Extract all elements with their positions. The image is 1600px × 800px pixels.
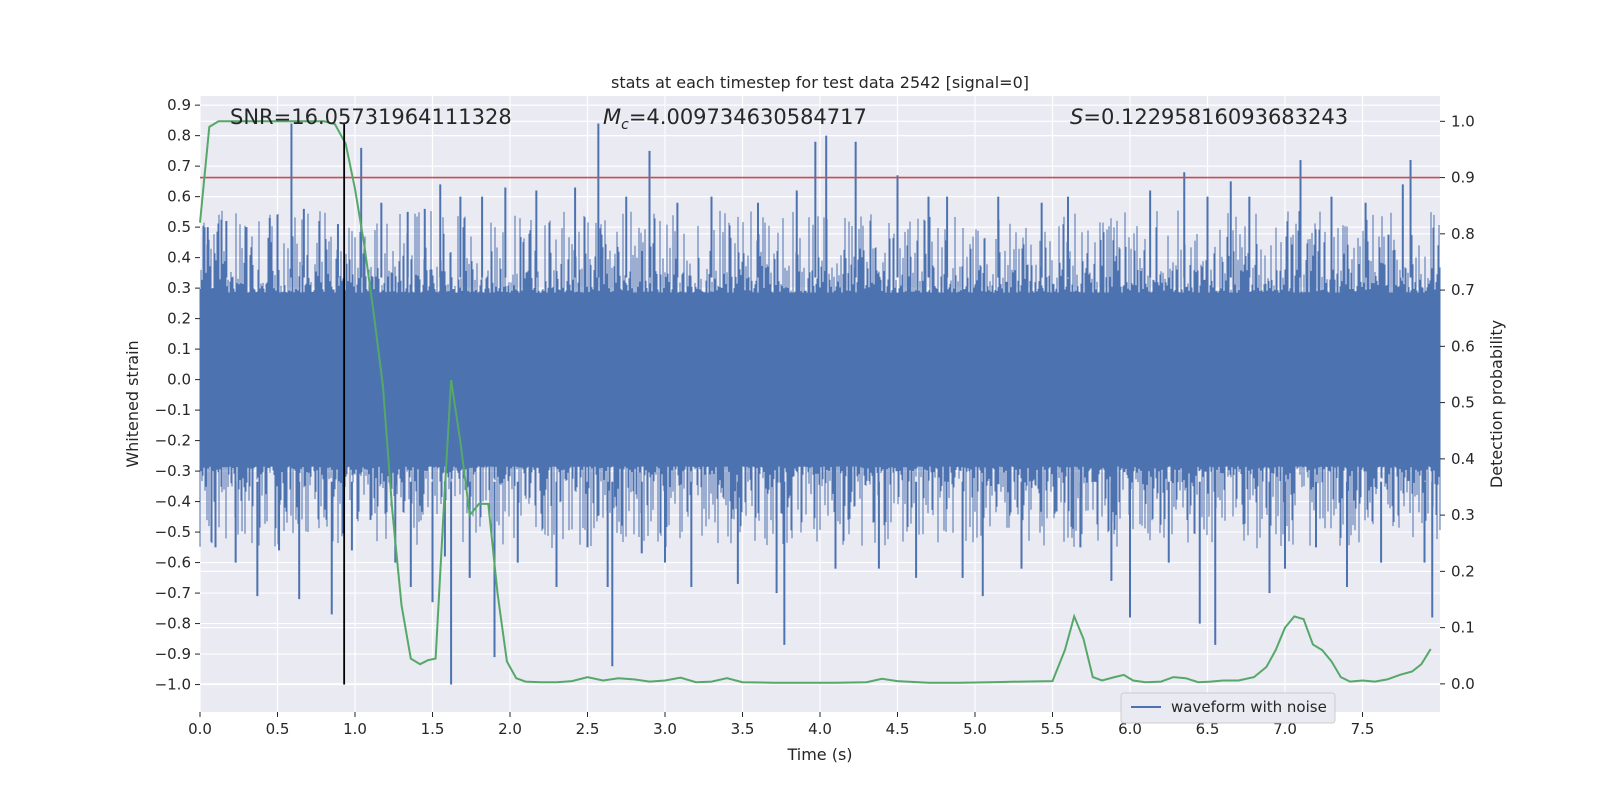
y-tick-label-left: −0.3 — [155, 462, 191, 480]
waveform-noise-trace — [199, 210, 1441, 549]
y-tick-label-left: −0.6 — [155, 554, 191, 572]
y-tick-label-left: 0.4 — [167, 249, 191, 267]
x-tick-label: 5.5 — [1041, 720, 1065, 738]
y-tick-label-left: −0.7 — [155, 584, 191, 602]
x-tick-label: 2.5 — [576, 720, 600, 738]
legend-label: waveform with noise — [1171, 698, 1327, 716]
y-tick-label-left: −0.8 — [155, 615, 191, 633]
y-tick-label-right: 0.7 — [1451, 281, 1475, 299]
y-tick-label-left: −0.5 — [155, 523, 191, 541]
y-axis-label-left: Whitened strain — [123, 340, 142, 467]
y-tick-label-right: 0.8 — [1451, 225, 1475, 243]
y-tick-label-left: 0.2 — [167, 310, 191, 328]
x-tick-label: 7.5 — [1351, 720, 1375, 738]
y-tick-label-left: 0.9 — [167, 96, 191, 114]
annotation-chirp-mass: Mc=4.009734630584717 — [603, 105, 867, 133]
y-tick-label-left: −0.4 — [155, 493, 191, 511]
x-tick-label: 0.0 — [188, 720, 212, 738]
x-tick-label: 3.0 — [653, 720, 677, 738]
x-tick-label: 7.0 — [1273, 720, 1297, 738]
y-tick-label-left: 0.5 — [167, 218, 191, 236]
series-detection-probability — [199, 120, 1432, 684]
y-tick-label-left: 0.3 — [167, 279, 191, 297]
y-tick-label-left: 0.8 — [167, 127, 191, 145]
x-axis-label: Time (s) — [786, 745, 852, 764]
y-tick-label-right: 0.0 — [1451, 675, 1475, 693]
legend: waveform with noise — [1120, 692, 1336, 724]
x-tick-label: 1.0 — [343, 720, 367, 738]
y-tick-label-right: 0.6 — [1451, 337, 1475, 355]
y-tick-label-left: 0.0 — [167, 371, 191, 389]
x-tick-label: 2.0 — [498, 720, 522, 738]
y-tick-label-right: 1.0 — [1451, 112, 1475, 130]
x-tick-label: 0.5 — [266, 720, 290, 738]
y-tick-label-left: 0.7 — [167, 157, 191, 175]
x-tick-label: 4.5 — [886, 720, 910, 738]
y-tick-label-left: 0.6 — [167, 188, 191, 206]
x-tick-label: 4.0 — [808, 720, 832, 738]
probability-line — [199, 120, 1432, 684]
series-waveform-with-noise — [199, 123, 1441, 685]
y-tick-label-right: 0.9 — [1451, 169, 1475, 187]
y-tick-label-left: −0.2 — [155, 432, 191, 450]
y-tick-label-right: 0.4 — [1451, 450, 1475, 468]
y-tick-label-right: 0.2 — [1451, 562, 1475, 580]
y-tick-label-right: 0.5 — [1451, 394, 1475, 412]
y-tick-label-left: −0.9 — [155, 645, 191, 663]
chart-title: stats at each timestep for test data 254… — [611, 73, 1029, 92]
annotation-s: S=0.12295816093683243 — [1070, 105, 1348, 129]
annotation-snr: SNR=16.05731964111328 — [230, 105, 512, 129]
legend-box — [1120, 692, 1336, 724]
x-tick-label: 5.0 — [963, 720, 987, 738]
x-tick-label: 6.5 — [1196, 720, 1220, 738]
tick-labels: 0.0 0.5 1.0 1.5 2.0 2.5 3.0 3.5 4.0 4.5 5.0 5.5 6.0 6… — [155, 96, 1475, 738]
x-tick-label: 3.5 — [731, 720, 755, 738]
y-tick-label-left: −0.1 — [155, 401, 191, 419]
y-axis-label-right: Detection probability — [1487, 320, 1506, 488]
y-tick-label-right: 0.3 — [1451, 506, 1475, 524]
y-tick-label-right: 0.1 — [1451, 619, 1475, 637]
y-tick-label-left: −1.0 — [155, 676, 191, 694]
x-tick-label: 6.0 — [1118, 720, 1142, 738]
x-tick-label: 1.5 — [421, 720, 445, 738]
y-tick-label-left: 0.1 — [167, 340, 191, 358]
